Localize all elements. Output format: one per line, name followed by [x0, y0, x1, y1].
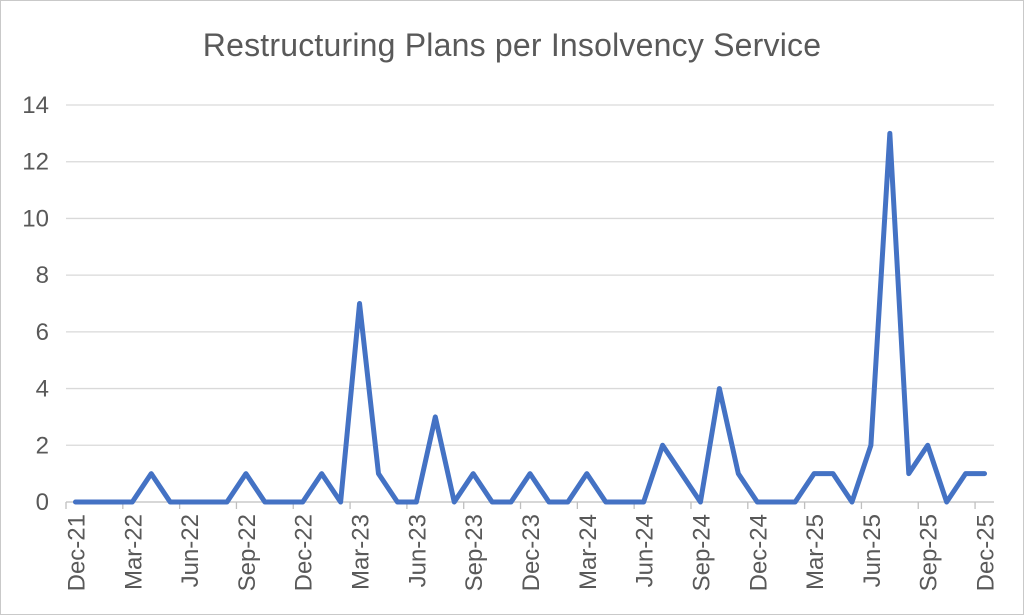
y-axis-tick-label: 14 [22, 92, 49, 119]
y-axis-tick-label: 12 [22, 149, 49, 176]
x-axis-tick-label: Mar-23 [348, 514, 375, 590]
x-axis-tick-label: Jun-23 [404, 514, 431, 587]
x-axis-tick-label: Sep-24 [688, 514, 715, 591]
x-axis-tick-label: Dec-24 [745, 514, 772, 591]
x-axis-tick-label: Mar-22 [120, 514, 147, 590]
data-series-line [72, 130, 988, 505]
y-axis-tick-label: 2 [36, 432, 49, 459]
x-axis-tick-label: Jun-22 [177, 514, 204, 587]
x-axis-tick-label: Sep-23 [461, 514, 488, 591]
x-axis-tick-label: Dec-23 [518, 514, 545, 591]
x-axis-tick-label: Sep-22 [234, 514, 261, 591]
chart-title: Restructuring Plans per Insolvency Servi… [202, 27, 822, 63]
y-axis-tick-label: 4 [36, 376, 49, 403]
y-axis-tick-label: 10 [22, 205, 49, 232]
y-axis-tick-label: 8 [36, 262, 49, 289]
x-axis-tick-label: Dec-21 [63, 514, 90, 591]
x-axis-tick-label: Dec-25 [973, 514, 1000, 591]
x-axis-tick-label: Jun-25 [859, 514, 886, 587]
x-axis-tick-label: Sep-25 [916, 514, 943, 591]
y-axis-tick-label: 0 [36, 489, 49, 516]
x-axis-tick-label: Dec-22 [291, 514, 318, 591]
x-axis-tick-label: Jun-24 [632, 514, 659, 587]
x-axis-tick-label: Mar-25 [802, 514, 829, 590]
x-axis-tick-label: Mar-24 [575, 514, 602, 590]
y-axis-tick-label: 6 [36, 319, 49, 346]
